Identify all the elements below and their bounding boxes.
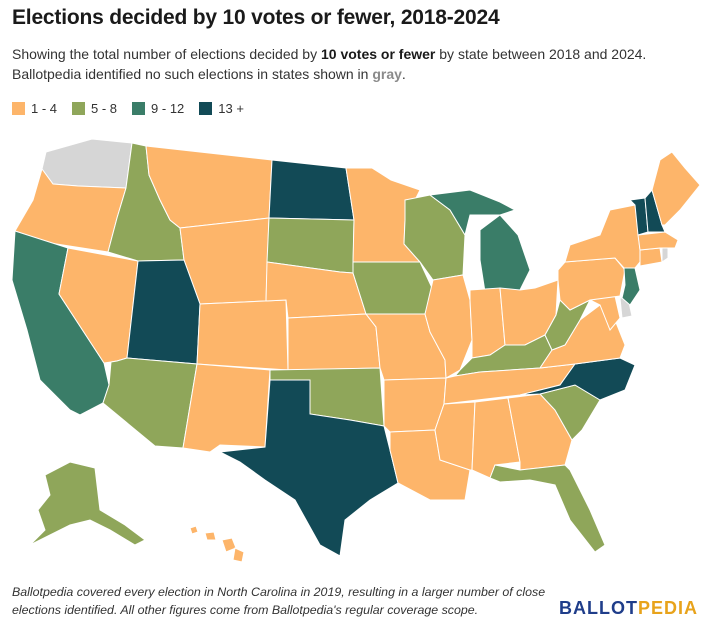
legend-item-5-8: 5 - 8 — [72, 101, 117, 116]
state-ut[interactable] — [127, 260, 200, 364]
legend-swatch-13-plus — [199, 102, 212, 115]
state-nm[interactable] — [183, 364, 270, 452]
state-me[interactable] — [652, 152, 700, 225]
legend-swatch-9-12 — [132, 102, 145, 115]
state-co[interactable] — [197, 300, 288, 370]
legend: 1 - 4 5 - 8 9 - 12 13 + — [12, 100, 259, 116]
legend-item-13-plus: 13 + — [199, 101, 244, 116]
logo-pedia-text: PEDIA — [638, 598, 698, 618]
state-ks[interactable] — [288, 314, 380, 370]
state-az[interactable] — [103, 358, 197, 448]
legend-label-5-8: 5 - 8 — [91, 101, 117, 116]
legend-label-13-plus: 13 + — [218, 101, 244, 116]
state-ny[interactable] — [565, 205, 640, 268]
state-hi[interactable] — [190, 526, 244, 562]
subtitle-gray-word: gray — [372, 66, 402, 82]
state-ms[interactable] — [435, 402, 475, 470]
state-ct[interactable] — [640, 248, 662, 266]
legend-swatch-1-4 — [12, 102, 25, 115]
state-ri[interactable] — [662, 248, 668, 262]
us-map — [0, 130, 714, 575]
logo-ballot-text: BALLOT — [559, 598, 638, 618]
ballotpedia-logo[interactable]: BALLOTPEDIA — [559, 598, 698, 619]
state-in[interactable] — [470, 288, 505, 358]
state-ak[interactable] — [30, 462, 145, 545]
chart-subtitle: Showing the total number of elections de… — [12, 44, 702, 84]
legend-swatch-5-8 — [72, 102, 85, 115]
legend-item-9-12: 9 - 12 — [132, 101, 184, 116]
state-wa[interactable] — [42, 139, 132, 188]
state-ma[interactable] — [638, 232, 678, 250]
footnote: Ballotpedia covered every election in No… — [12, 583, 552, 619]
legend-label-9-12: 9 - 12 — [151, 101, 184, 116]
state-ia[interactable] — [353, 262, 433, 314]
subtitle-text-3: . — [402, 66, 406, 82]
state-nd[interactable] — [269, 160, 354, 220]
subtitle-text-1: Showing the total number of elections de… — [12, 46, 321, 62]
legend-item-1-4: 1 - 4 — [12, 101, 57, 116]
state-fl[interactable] — [490, 465, 605, 552]
subtitle-bold-text: 10 votes or fewer — [321, 46, 435, 62]
state-nj[interactable] — [622, 268, 640, 305]
chart-title: Elections decided by 10 votes or fewer, … — [12, 6, 499, 30]
legend-label-1-4: 1 - 4 — [31, 101, 57, 116]
